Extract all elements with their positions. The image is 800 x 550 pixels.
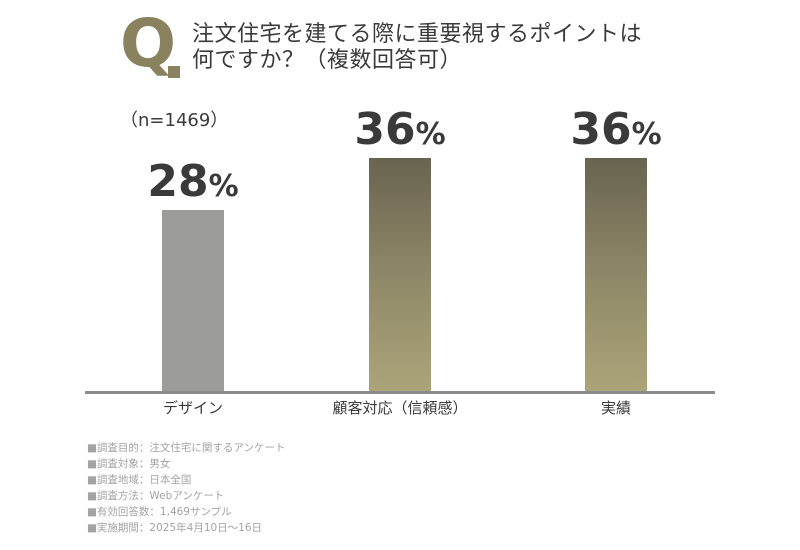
note-region: ■調査地域：日本全国 [87, 474, 192, 486]
data-label-track-record: 36% [546, 106, 686, 163]
question-letter: Q [120, 5, 177, 82]
bar-design [162, 210, 224, 392]
note-period: ■実施期間：2025年4月10日～16日 [87, 522, 263, 534]
data-label-value: 36 [354, 104, 416, 155]
chart-title-line-2: 何ですか？（複数回答可） [192, 48, 463, 73]
question-dot [168, 66, 180, 78]
sample-size: （n=1469） [120, 110, 229, 131]
category-label-track-record: 実績 [600, 399, 631, 417]
data-label-unit: % [208, 169, 239, 204]
note-responses: ■有効回答数：1,469サンプル [87, 506, 232, 518]
data-label-unit: % [631, 117, 662, 152]
data-label-value: 36 [570, 104, 632, 155]
category-label-customer-service: 顧客対応（信頼感） [332, 399, 468, 417]
data-label-unit: % [415, 117, 446, 152]
survey-notes: ■調査目的：注文住宅に関するアンケート ■調査対象：男女 ■調査地域：日本全国 … [87, 440, 286, 536]
bar-customer-service [369, 158, 431, 392]
question-mark: Q [120, 6, 186, 84]
note-purpose: ■調査目的：注文住宅に関するアンケート [87, 442, 286, 454]
chart-title-line-1: 注文住宅を建てる際に重要視するポイントは [192, 22, 643, 47]
data-label-customer-service: 36% [330, 106, 470, 163]
note-method: ■調査方法：Webアンケート [87, 490, 225, 502]
bar-track-record [585, 158, 647, 392]
category-label-design: デザイン [162, 399, 223, 417]
data-label-design: 28% [123, 158, 263, 215]
data-label-value: 28 [147, 156, 209, 207]
note-target: ■調査対象：男女 [87, 458, 171, 470]
x-axis-line [85, 391, 715, 394]
chart-title: 注文住宅を建てる際に重要視するポイントは 何ですか？（複数回答可） [192, 22, 642, 74]
